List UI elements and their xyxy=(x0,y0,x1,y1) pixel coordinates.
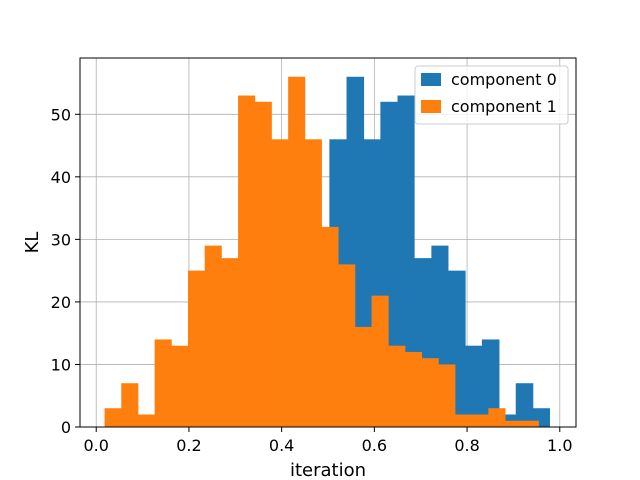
x-tick-label: 1.0 xyxy=(547,436,572,455)
y-tick-label: 10 xyxy=(51,355,71,374)
histogram-bar-component-1 xyxy=(371,295,389,427)
histogram-bar-component-0 xyxy=(397,95,415,427)
bars xyxy=(104,76,550,428)
x-tick-label: 0.6 xyxy=(362,436,387,455)
histogram-bar-component-0 xyxy=(515,383,534,427)
y-tick-label: 0 xyxy=(61,418,71,437)
histogram-bar-component-0 xyxy=(481,339,500,427)
histogram-bar-component-1 xyxy=(404,351,423,427)
ticks: 0.0 0.2 0.4 0.6 0.8 1.0 0 10 20 30 40 50 xyxy=(51,105,573,455)
x-tick-label: 0.8 xyxy=(454,436,479,455)
histogram-bar-component-1 xyxy=(254,101,272,427)
histogram-bar-component-1 xyxy=(421,358,439,427)
legend-label-component-0: component 0 xyxy=(451,70,557,89)
histogram-bar-component-1 xyxy=(354,326,372,427)
histogram-bar-component-1 xyxy=(304,139,322,427)
legend-label-component-1: component 1 xyxy=(451,97,557,116)
histogram-bar-component-1 xyxy=(271,139,289,427)
histogram-bar-component-1 xyxy=(388,345,406,427)
histogram-bar-component-1 xyxy=(137,414,156,427)
histogram-bar-component-1 xyxy=(471,414,489,427)
histogram-bar-component-1 xyxy=(104,408,122,427)
histogram-bar-component-1 xyxy=(488,408,506,427)
y-tick-label: 40 xyxy=(51,168,71,187)
x-tick-label: 0.2 xyxy=(176,436,201,455)
histogram-bar-component-1 xyxy=(154,339,172,427)
histogram-bar-component-1 xyxy=(121,383,139,427)
legend-swatch-component-1 xyxy=(421,100,441,113)
y-axis-title: KL xyxy=(22,232,43,254)
y-tick-label: 50 xyxy=(51,105,71,124)
histogram-bar-component-1 xyxy=(171,345,189,427)
histogram-bar-component-1 xyxy=(505,420,523,427)
legend-box xyxy=(414,65,569,125)
plot-frame xyxy=(79,57,577,428)
histogram-bar-component-1 xyxy=(338,264,356,427)
x-tick-label: 0.4 xyxy=(269,436,294,455)
histogram-bar-component-1 xyxy=(238,95,256,427)
x-tick-label: 0.0 xyxy=(83,436,108,455)
histogram-bar-component-1 xyxy=(188,270,206,427)
legend-swatch-component-0 xyxy=(421,73,441,86)
histogram-bar-component-1 xyxy=(438,364,456,427)
histogram-bar-component-1 xyxy=(321,226,339,427)
x-axis-title: iteration xyxy=(290,460,366,480)
histogram-bar-component-1 xyxy=(455,414,473,427)
histogram-bar-component-1 xyxy=(204,245,222,427)
legend: component 0 component 1 xyxy=(414,65,569,125)
histogram-bar-component-1 xyxy=(221,258,239,427)
histogram-bar-component-1 xyxy=(288,76,306,428)
y-tick-label: 30 xyxy=(51,230,71,249)
histogram-bar-component-0 xyxy=(465,345,483,427)
y-tick-label: 20 xyxy=(51,293,71,312)
histogram-bar-component-1 xyxy=(521,420,539,427)
